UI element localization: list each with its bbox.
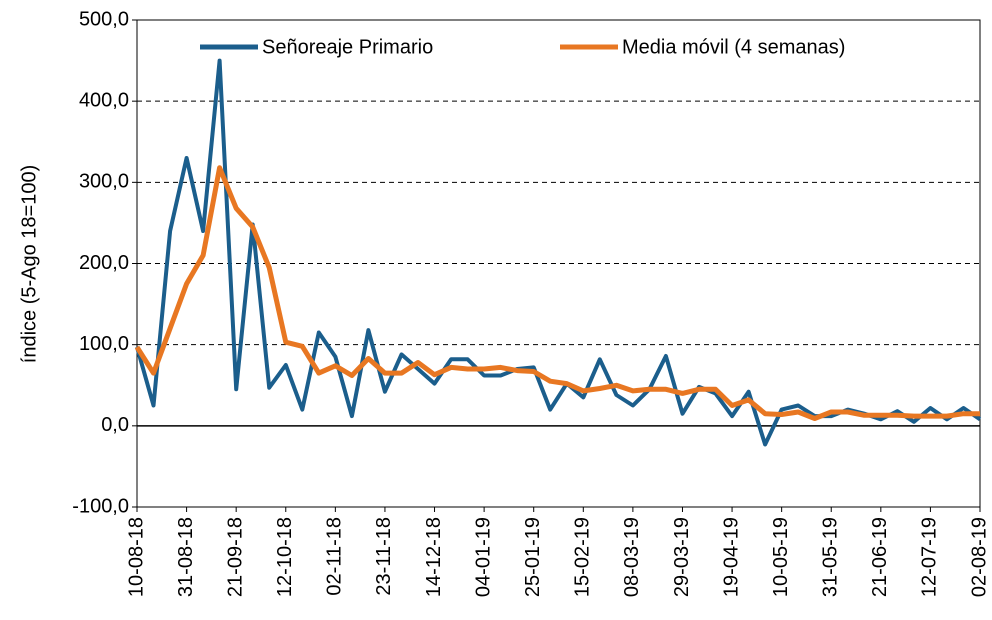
x-tick-label: 12-10-18	[274, 517, 296, 597]
x-tick-label: 08-03-19	[621, 517, 643, 597]
x-tick-label: 19-04-19	[720, 517, 742, 597]
x-tick-label: 25-01-19	[522, 517, 544, 597]
y-axis-label: índice (5-Ago 18=100)	[18, 165, 40, 363]
y-tick-label: 300,0	[79, 171, 129, 193]
x-tick-label: 04-01-19	[472, 517, 494, 597]
x-tick-label: 15-02-19	[572, 517, 594, 597]
y-tick-label: 500,0	[79, 8, 129, 30]
x-tick-label: 10-05-19	[770, 517, 792, 597]
x-tick-label: 23-11-18	[373, 517, 395, 596]
x-tick-label: 29-03-19	[671, 517, 693, 597]
x-tick-label: 31-08-18	[175, 517, 197, 597]
legend-label: Media móvil (4 semanas)	[622, 36, 845, 58]
x-tick-label: 31-05-19	[820, 517, 842, 597]
x-tick-label: 10-08-18	[125, 517, 147, 597]
x-tick-label: 14-12-18	[423, 517, 445, 597]
y-tick-label: 400,0	[79, 89, 129, 111]
x-tick-label: 12-07-19	[919, 517, 941, 597]
series-line	[134, 165, 980, 421]
y-tick-label: 100,0	[79, 333, 129, 355]
x-tick-label: 21-06-19	[869, 517, 891, 597]
y-tick-label: -100,0	[72, 495, 129, 517]
y-tick-label: 0,0	[101, 414, 129, 436]
y-tick-label: 200,0	[79, 252, 129, 274]
plot-border	[136, 19, 981, 508]
x-tick-label: 02-11-18	[324, 517, 346, 596]
legend-label: Señoreaje Primario	[262, 36, 433, 58]
x-tick-label: 21-09-18	[224, 517, 246, 597]
x-tick-label: 02-08-19	[968, 517, 990, 597]
